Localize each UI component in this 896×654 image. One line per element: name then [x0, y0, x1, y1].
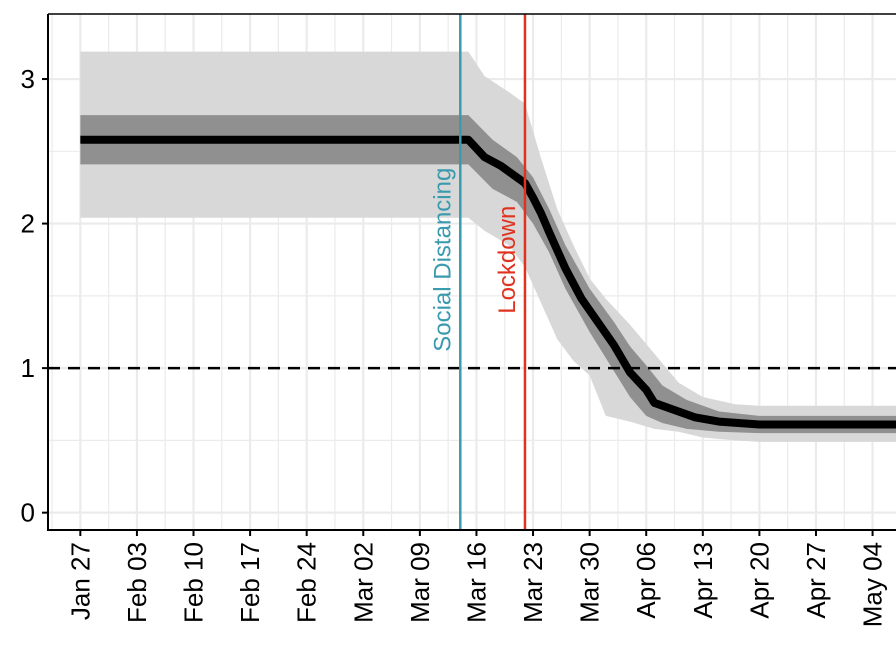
y-tick-label: 1 — [21, 353, 35, 383]
rt-estimate-line — [80, 135, 896, 429]
y-tick-label: 2 — [21, 209, 35, 239]
x-tick-label: Feb 10 — [179, 542, 209, 623]
x-tick-label: Feb 24 — [292, 542, 322, 623]
x-tick-label: Apr 20 — [744, 542, 774, 619]
x-tick-label: Jan 27 — [65, 542, 95, 620]
y-axis-tick-labels: 0 1 2 3 — [21, 64, 48, 528]
x-tick-label: Feb 03 — [122, 542, 152, 623]
y-tick-label: 3 — [21, 64, 35, 94]
y-tick-label: 0 — [21, 498, 35, 528]
estimate-line — [80, 135, 896, 429]
x-tick-label: Mar 30 — [575, 542, 605, 623]
x-tick-label: May 04 — [858, 542, 888, 627]
axes — [47, 13, 896, 531]
social-distancing-label: Social Distancing — [429, 168, 456, 352]
confidence-bands — [80, 51, 896, 442]
x-tick-label: Mar 23 — [518, 542, 548, 623]
x-axis-tick-labels: Jan 27 Feb 03 Feb 10 Feb 17 Feb 24 Mar 02 Mar … — [65, 530, 888, 627]
x-tick-label: Feb 17 — [235, 542, 265, 623]
x-tick-label: Mar 16 — [461, 542, 491, 623]
x-tick-label: Apr 06 — [631, 542, 661, 619]
x-tick-label: Apr 13 — [688, 542, 718, 619]
reference-lines: Social Distancing Lockdown — [48, 14, 896, 530]
outer-interval-band — [80, 51, 896, 442]
x-tick-label: Apr 27 — [801, 542, 831, 619]
lockdown-label: Lockdown — [494, 206, 521, 314]
x-tick-label: Mar 09 — [405, 542, 435, 623]
x-tick-label: Mar 02 — [348, 542, 378, 623]
inner-interval-band — [80, 115, 896, 434]
